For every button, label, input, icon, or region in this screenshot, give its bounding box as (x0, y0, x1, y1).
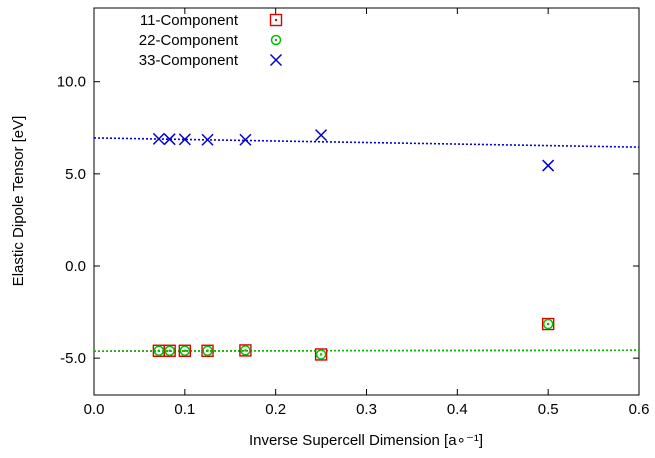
data-point (179, 345, 191, 357)
y-tick-label: 10.0 (57, 74, 86, 91)
y-axis-label: Elastic Dipole Tensor [eV] (10, 116, 27, 287)
data-point (164, 345, 175, 357)
legend-label: 33-Component (139, 52, 239, 69)
x-tick-label: 0.1 (174, 401, 195, 418)
fit-line (93, 349, 640, 352)
data-point (178, 133, 191, 146)
legend: 11-Component 22-Component 33-Component (139, 12, 283, 69)
legend-marker (269, 13, 283, 27)
x-tick-label: 0.0 (84, 401, 105, 418)
data-point (239, 133, 252, 146)
data-point (542, 318, 554, 330)
data-point (315, 349, 327, 360)
data-point (542, 159, 555, 172)
fit-lines (93, 137, 640, 352)
legend-label: 11-Component (140, 12, 239, 29)
x-tick-label: 0.4 (447, 401, 468, 418)
legend-marker (269, 53, 283, 67)
y-tick-label: 0.0 (65, 258, 86, 275)
data-point (315, 129, 328, 142)
legend-marker (270, 34, 282, 46)
x-tick-label: 0.6 (629, 401, 650, 418)
x-tick-label: 0.5 (538, 401, 559, 418)
legend-label: 22-Component (139, 32, 239, 49)
data-point (153, 345, 165, 357)
data-point (202, 345, 213, 357)
x-axis-label: Inverse Supercell Dimension [a∘⁻¹] (249, 432, 483, 449)
y-tick-label: -5.0 (60, 350, 86, 367)
data-point (152, 132, 165, 145)
data-point (240, 345, 251, 356)
y-tick-label: 5.0 (65, 166, 86, 183)
x-tick-label: 0.2 (265, 401, 286, 418)
x-tick-label: 0.3 (356, 401, 377, 418)
data-points (152, 129, 555, 361)
data-point (201, 133, 214, 146)
fit-line (93, 137, 640, 148)
axis-ticks: 0.0 0.1 0.2 0.3 0.4 0.5 0.6 -5.0 0.0 5.0 10.0 (57, 8, 650, 418)
data-point (163, 133, 176, 146)
